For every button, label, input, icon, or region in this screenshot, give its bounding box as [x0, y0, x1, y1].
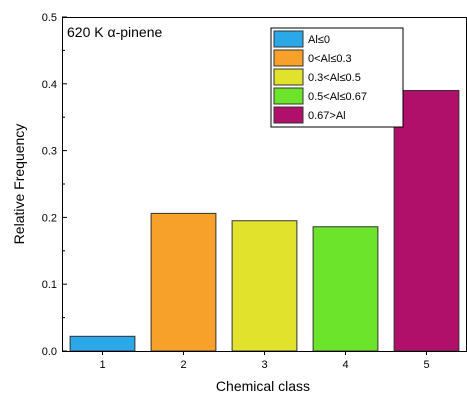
bar-3 — [231, 220, 298, 352]
legend-swatch — [273, 106, 304, 124]
chart-annotation: 620 K α-pinene — [67, 24, 162, 40]
legend-label: 0.3<Al≤0.5 — [308, 72, 361, 84]
legend: Al≤0 0<Al≤0.3 0.3<Al≤0.5 0.5<Al≤0.67 0.67>Al — [270, 27, 404, 128]
bars-group — [69, 89, 460, 352]
legend-label: 0.5<Al≤0.67 — [308, 91, 367, 103]
x-tick-label: 1 — [99, 359, 105, 371]
legend-swatch — [273, 30, 304, 48]
x-tick-label: 2 — [180, 359, 186, 371]
legend-swatch — [273, 49, 304, 67]
legend-swatch — [273, 87, 304, 105]
x-ticks: 1 2 3 4 5 — [99, 351, 430, 371]
bar-2 — [150, 212, 217, 352]
y-tick-label: 0.1 — [42, 279, 57, 291]
legend-label: 0<Al≤0.3 — [308, 53, 352, 65]
x-tick-label: 3 — [261, 359, 267, 371]
legend-label: 0.67>Al — [308, 110, 346, 122]
y-ticks: 0.0 0.1 0.2 0.3 0.4 0.5 — [42, 12, 67, 358]
legend-swatch — [273, 68, 304, 86]
y-tick-label: 0.2 — [42, 212, 57, 224]
bar-5 — [393, 89, 460, 352]
bar-1 — [69, 335, 136, 352]
x-tick-label: 5 — [423, 359, 429, 371]
y-tick-label: 0.3 — [42, 146, 57, 158]
y-axis-label: Relative Frequency — [11, 124, 27, 245]
y-tick-label: 0.5 — [42, 12, 57, 24]
y-tick-label: 0.4 — [42, 79, 57, 91]
x-tick-label: 4 — [342, 359, 348, 371]
bar-4 — [312, 226, 379, 352]
y-tick-label: 0.0 — [42, 346, 57, 358]
legend-label: Al≤0 — [308, 34, 330, 46]
x-axis-label: Chemical class — [216, 378, 310, 394]
